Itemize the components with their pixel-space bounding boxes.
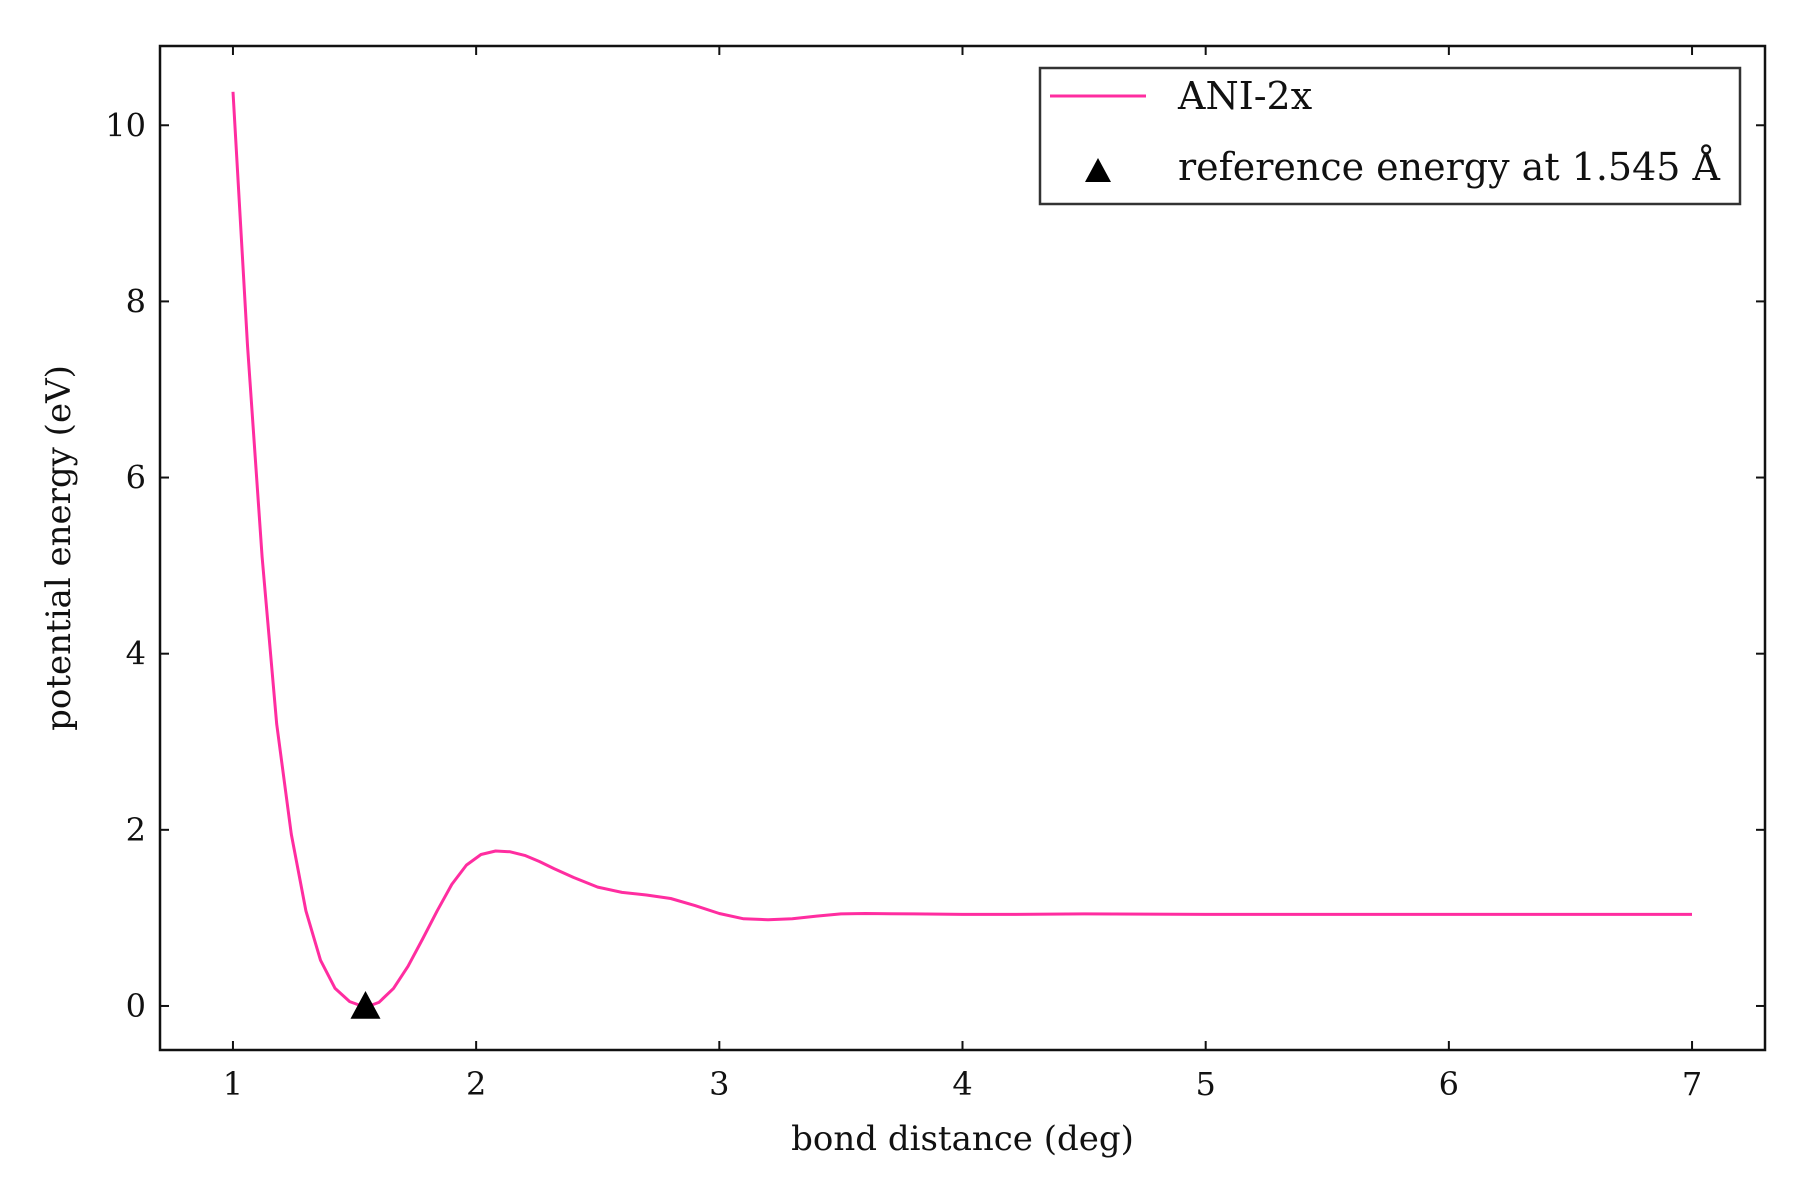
x-tick-label: 5 [1196,1065,1216,1103]
reference-energy-marker [350,990,381,1019]
x-tick-label: 4 [952,1065,972,1103]
series-line-ani-2x [231,91,1692,1008]
y-tick-label: 6 [126,459,146,497]
x-axis-title: bond distance (deg) [791,1119,1134,1159]
plot-area [231,91,1692,1019]
y-tick-label: 10 [105,106,146,144]
x-tick-label: 7 [1682,1065,1702,1103]
x-tick-label: 1 [223,1065,243,1103]
y-axis: 0 2 4 6 8 10 [105,106,1765,1025]
x-tick-label: 2 [466,1065,486,1103]
legend: ANI-2x reference energy at 1.545 Å [1038,66,1742,206]
y-tick-label: 2 [126,811,146,849]
x-tick-label: 6 [1439,1065,1459,1103]
y-tick-label: 0 [126,987,146,1025]
y-tick-label: 4 [126,635,146,673]
legend-swatch-reference-marker [1085,158,1111,183]
x-tick-label: 3 [709,1065,729,1103]
legend-label-reference-energy: reference energy at 1.545 Å [1178,145,1721,189]
legend-label-ani-2x: ANI-2x [1177,74,1312,118]
y-tick-label: 8 [126,282,146,320]
legend-box [1038,66,1742,206]
y-axis-title: potential energy (eV) [39,365,79,731]
x-axis: 1 2 3 4 5 6 7 [223,46,1702,1103]
